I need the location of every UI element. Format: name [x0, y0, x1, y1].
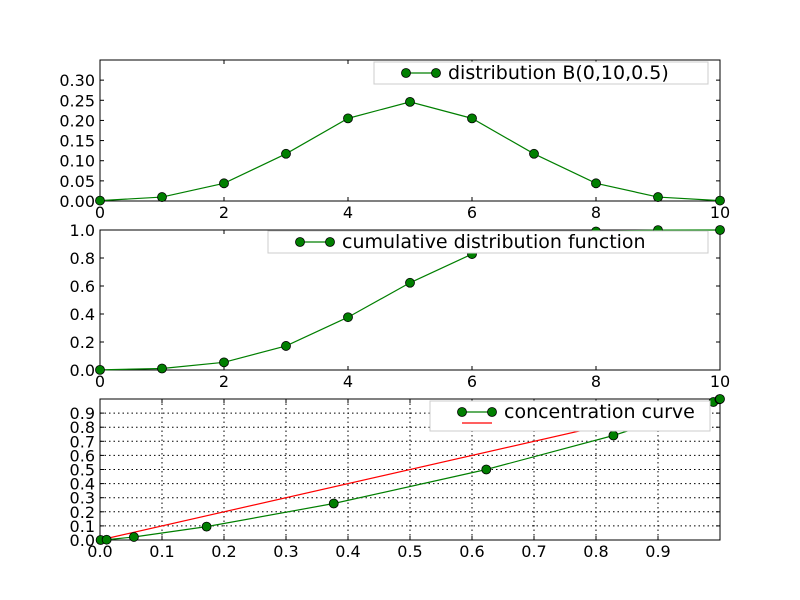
subplot-3: 0.0 0.1 0.2 0.3 0.4 0.5 0.6 0.7 0.8 0.90.00.10.20…	[70, 394, 725, 561]
y-tick-label: 1.0	[70, 221, 95, 240]
data-point	[529, 148, 539, 159]
data-point	[157, 192, 167, 202]
legend-label: distribution B(0,10,0.5)	[448, 62, 669, 84]
x-tick-label: 6	[467, 203, 477, 222]
y-tick-label: 0.5	[70, 461, 95, 480]
data-point	[481, 464, 492, 475]
data-point	[281, 148, 291, 159]
data-point	[343, 113, 353, 124]
legend-marker	[487, 407, 497, 417]
x-tick-label: 0.8	[583, 542, 608, 561]
legend-label: concentration curve	[504, 401, 695, 423]
y-tick-label: 0.05	[59, 172, 95, 191]
data-point	[101, 534, 112, 545]
y-tick-label: 0.8	[70, 249, 95, 268]
x-tick-label: 4	[343, 372, 353, 391]
y-tick-label: 0.0	[70, 361, 95, 380]
y-tick-label: 0.6	[70, 277, 95, 296]
y-tick-label: 0.00	[59, 192, 95, 211]
legend: concentration curve	[429, 400, 711, 432]
legend-marker	[431, 68, 441, 78]
x-tick-label: 0.3	[273, 542, 298, 561]
y-tick-label: 0.7	[70, 432, 95, 451]
data-point	[591, 178, 601, 189]
y-tick-label: 0.6	[70, 446, 95, 465]
data-point	[157, 363, 167, 374]
legend: cumulative distribution function	[267, 230, 709, 254]
x-tick-label: 4	[343, 203, 353, 222]
data-point	[95, 195, 105, 206]
x-tick-label: 0	[95, 203, 105, 222]
y-tick-label: 0.2	[70, 333, 95, 352]
x-tick-label: 8	[591, 372, 601, 391]
y-tick-label: 0.1	[70, 517, 95, 536]
y-tick-label: 0.20	[59, 111, 95, 130]
y-tick-label: 0.2	[70, 503, 95, 522]
data-point	[715, 394, 725, 404]
legend-box	[267, 230, 709, 254]
legend-marker	[325, 237, 335, 247]
data-point	[328, 498, 339, 509]
legend-marker	[295, 237, 305, 247]
y-tick-label: 0.10	[59, 152, 95, 171]
y-tick-label: 0.3	[70, 489, 95, 508]
data-point	[129, 532, 139, 542]
x-tick-label: 0.1	[149, 542, 174, 561]
data-point	[343, 312, 353, 323]
data-point	[405, 277, 415, 288]
x-tick-label: 0.4	[335, 542, 360, 561]
data-point	[405, 96, 415, 107]
y-tick-label: 0.0	[70, 531, 95, 550]
y-tick-label: 0.4	[70, 305, 95, 324]
data-point	[281, 341, 291, 351]
legend: distribution B(0,10,0.5)	[373, 61, 709, 85]
data-point	[219, 357, 229, 368]
y-tick-label: 0.15	[59, 132, 95, 151]
x-tick-label: 10	[710, 203, 730, 222]
x-tick-label: 0.9	[645, 542, 670, 561]
x-tick-label: 0.5	[397, 542, 422, 561]
x-tick-label: 10	[710, 372, 730, 391]
legend-marker	[457, 407, 467, 417]
x-tick-label: 6	[467, 372, 477, 391]
legend-label: cumulative distribution function	[342, 231, 646, 253]
x-tick-label: 2	[219, 203, 229, 222]
data-point	[219, 178, 229, 189]
data-point	[608, 430, 619, 441]
data-point	[467, 113, 477, 124]
y-tick-label: 0.25	[59, 91, 95, 110]
x-tick-label: 0.7	[521, 542, 546, 561]
y-tick-label: 0.9	[70, 404, 95, 423]
legend-box	[429, 400, 711, 432]
legend-marker	[401, 68, 411, 78]
data-point	[201, 521, 212, 532]
y-tick-label: 0.4	[70, 475, 95, 494]
x-tick-label: 0.2	[211, 542, 236, 561]
subplot-2: 0 2 4 6 8 10 0.0 0.2 0.4 0.6 0.8 1.0 cumulative dist…	[70, 221, 731, 391]
data-point	[95, 364, 105, 375]
data-point	[715, 225, 725, 235]
legend-box	[373, 61, 709, 85]
y-tick-label: 0.30	[59, 71, 95, 90]
subplot-1: 0 2 4 6 8 10 0.000.050.100.15 0.200.250.30 distr…	[59, 59, 730, 222]
data-point	[715, 195, 725, 206]
y-tick-label: 0.8	[70, 418, 95, 437]
x-tick-label: 8	[591, 203, 601, 222]
x-tick-label: 0.0	[87, 542, 112, 561]
x-tick-label: 0	[95, 372, 105, 391]
data-point	[653, 192, 663, 202]
x-tick-label: 0.6	[459, 542, 484, 561]
x-tick-label: 2	[219, 372, 229, 391]
